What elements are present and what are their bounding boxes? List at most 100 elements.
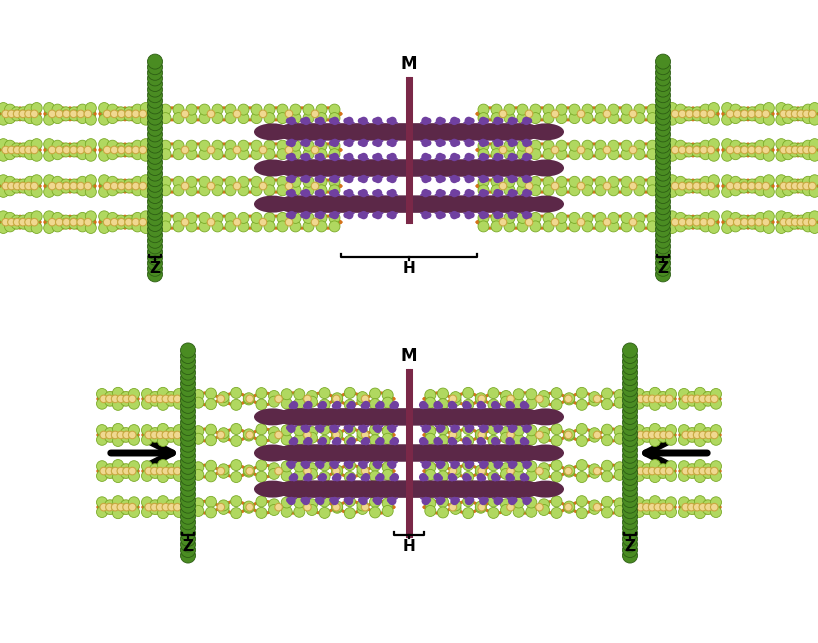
Circle shape: [655, 60, 671, 75]
Circle shape: [595, 185, 606, 195]
Circle shape: [294, 398, 305, 409]
Circle shape: [375, 403, 381, 409]
Circle shape: [556, 140, 567, 151]
Circle shape: [595, 212, 606, 223]
Circle shape: [97, 398, 107, 409]
Circle shape: [25, 149, 35, 159]
Circle shape: [142, 507, 152, 518]
Circle shape: [517, 212, 528, 223]
Circle shape: [315, 212, 321, 218]
Circle shape: [809, 175, 818, 186]
Circle shape: [139, 110, 146, 118]
Circle shape: [348, 401, 356, 409]
Circle shape: [225, 149, 236, 159]
Circle shape: [667, 139, 677, 150]
Circle shape: [69, 215, 79, 226]
Circle shape: [711, 497, 721, 508]
Circle shape: [634, 212, 645, 223]
Circle shape: [450, 395, 461, 406]
Circle shape: [357, 503, 368, 514]
Circle shape: [683, 146, 694, 157]
Circle shape: [181, 454, 196, 469]
Circle shape: [454, 212, 461, 218]
Circle shape: [182, 182, 189, 190]
Circle shape: [97, 507, 107, 518]
Circle shape: [551, 110, 559, 118]
Circle shape: [147, 166, 163, 181]
Circle shape: [667, 222, 677, 233]
Circle shape: [582, 104, 593, 115]
Circle shape: [238, 212, 249, 223]
Circle shape: [685, 219, 693, 226]
Circle shape: [52, 149, 63, 159]
Circle shape: [501, 396, 511, 407]
Circle shape: [621, 221, 632, 232]
Circle shape: [601, 460, 613, 471]
Circle shape: [225, 221, 236, 232]
Circle shape: [332, 395, 340, 403]
Circle shape: [150, 428, 160, 439]
Circle shape: [708, 186, 719, 197]
Circle shape: [107, 113, 118, 123]
Circle shape: [332, 431, 340, 439]
Circle shape: [238, 185, 249, 195]
Circle shape: [495, 475, 501, 481]
Circle shape: [120, 467, 132, 478]
Circle shape: [256, 471, 267, 482]
Circle shape: [389, 439, 395, 445]
Circle shape: [43, 102, 55, 114]
Circle shape: [678, 146, 686, 154]
Circle shape: [11, 182, 22, 193]
Circle shape: [300, 212, 307, 218]
Circle shape: [564, 502, 575, 513]
Circle shape: [682, 467, 690, 475]
Circle shape: [132, 182, 140, 190]
Circle shape: [483, 140, 489, 146]
Circle shape: [233, 110, 240, 118]
Circle shape: [425, 497, 431, 503]
Circle shape: [421, 460, 430, 469]
Circle shape: [466, 403, 472, 409]
Circle shape: [543, 113, 554, 123]
Circle shape: [538, 505, 550, 516]
Circle shape: [488, 388, 499, 399]
Circle shape: [783, 149, 793, 159]
Circle shape: [622, 415, 637, 430]
Circle shape: [307, 505, 317, 516]
Circle shape: [285, 118, 292, 124]
Circle shape: [683, 107, 694, 118]
Circle shape: [802, 219, 811, 226]
Circle shape: [123, 431, 130, 439]
Circle shape: [439, 154, 446, 160]
Circle shape: [141, 211, 151, 222]
Circle shape: [357, 140, 364, 146]
Circle shape: [0, 139, 9, 150]
Circle shape: [294, 425, 305, 436]
Circle shape: [103, 219, 111, 226]
Circle shape: [147, 71, 163, 86]
Circle shape: [359, 153, 368, 161]
Circle shape: [493, 153, 501, 161]
Circle shape: [125, 219, 133, 226]
Circle shape: [543, 149, 554, 159]
Circle shape: [525, 182, 533, 190]
Circle shape: [147, 228, 163, 242]
Circle shape: [526, 461, 537, 472]
Circle shape: [802, 110, 811, 118]
Circle shape: [508, 175, 516, 183]
Circle shape: [747, 179, 757, 190]
Circle shape: [268, 432, 280, 443]
Circle shape: [251, 113, 262, 123]
Circle shape: [608, 185, 619, 195]
Circle shape: [569, 176, 580, 187]
Circle shape: [186, 212, 197, 223]
Circle shape: [63, 182, 70, 190]
Circle shape: [655, 183, 671, 198]
Circle shape: [621, 185, 632, 195]
Circle shape: [785, 182, 793, 190]
Circle shape: [173, 104, 184, 115]
Circle shape: [264, 113, 275, 123]
Circle shape: [150, 431, 160, 442]
Circle shape: [666, 503, 673, 511]
Circle shape: [666, 395, 673, 403]
